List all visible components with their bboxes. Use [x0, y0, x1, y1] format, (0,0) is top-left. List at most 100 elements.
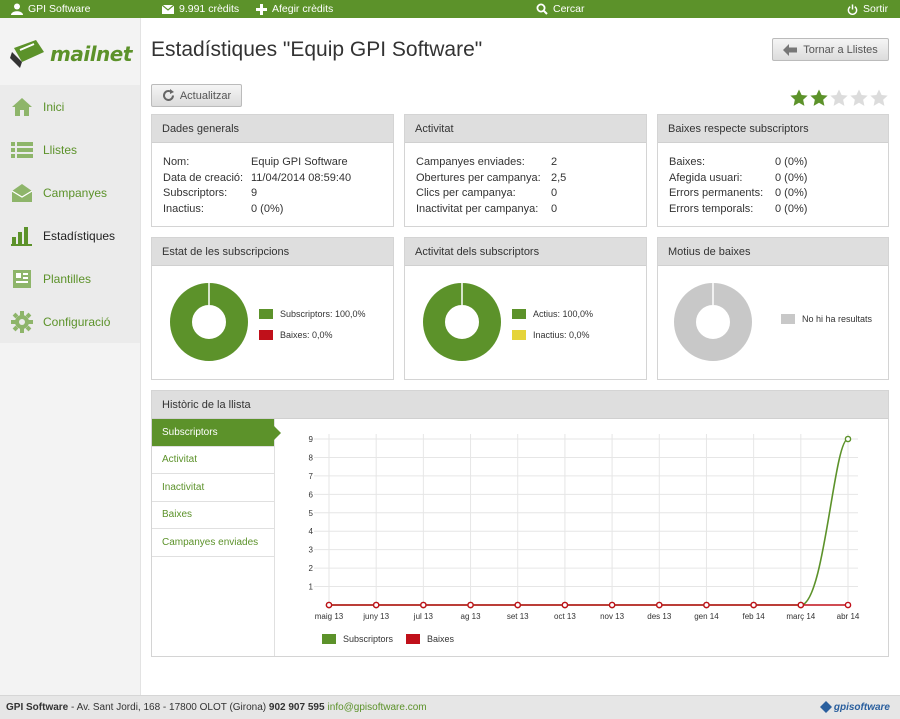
search-icon: [536, 3, 548, 15]
field-value: 0: [551, 187, 558, 200]
x-tick-label: juny 13: [362, 612, 389, 621]
data-point: [703, 601, 710, 609]
footer-address: - Av. Sant Jordi, 168 - 17800 OLOT (Giro…: [68, 702, 269, 713]
x-tick-label: jul 13: [413, 612, 434, 621]
field-value: 0 (0%): [251, 202, 284, 215]
star-filled-icon[interactable]: [790, 89, 808, 107]
footer-logo-text: gpisoftware: [833, 701, 890, 713]
legend-label: Baixes: [427, 634, 455, 644]
field-label: Campanyes enviades:: [416, 156, 525, 168]
brand-logo[interactable]: mailnet: [10, 34, 135, 74]
footer-email-link[interactable]: info@gpisoftware.com: [327, 702, 427, 713]
back-to-lists-button[interactable]: Tornar a Llistes: [772, 38, 889, 61]
history-tabs: Subscriptors Activitat Inactivitat Baixe…: [152, 419, 281, 656]
user-name: GPI Software: [28, 3, 91, 15]
legend-label: Subscriptors: [343, 634, 394, 644]
search-link[interactable]: Cercar: [536, 0, 585, 18]
field-value: 0 (0%): [775, 187, 808, 200]
data-point: [844, 435, 852, 443]
activity-panel: Activitat Campanyes enviades: 2 Obertures…: [404, 114, 647, 227]
x-tick-label: març 14: [786, 612, 815, 621]
y-tick-label: 7: [309, 472, 314, 481]
refresh-button[interactable]: Actualitzar: [151, 84, 242, 107]
gpisoftware-logo[interactable]: gpisoftware: [819, 701, 890, 713]
legend-item: Inactius: 0,0%: [512, 324, 593, 345]
legend-label: Baixes: 0,0%: [280, 329, 333, 340]
rating-stars[interactable]: [790, 89, 888, 107]
field-label: Baixes:: [669, 156, 706, 168]
legend-label: Subscriptors: 100,0%: [280, 308, 366, 319]
field-value: 0: [551, 202, 558, 215]
subscriber-activity-legend: Actius: 100,0% Inactius: 0,0%: [512, 303, 593, 345]
user-menu[interactable]: GPI Software: [11, 0, 90, 18]
gear-icon: [11, 310, 33, 333]
list-icon: [11, 139, 33, 161]
panel-title: Dades generals: [152, 115, 393, 143]
tab-baixes[interactable]: Baixes: [152, 501, 274, 529]
sidebar-item-plantilles[interactable]: Plantilles: [0, 257, 140, 300]
user-icon: [11, 3, 23, 15]
sidebar-item-label: Campanyes: [43, 185, 108, 200]
gpi-logo-icon: [819, 701, 832, 713]
template-icon: [11, 268, 33, 290]
y-tick-label: 1: [309, 583, 314, 592]
power-icon: [847, 3, 858, 15]
history-line-chart: 1 2 3 4 5 6 7 8 9 maig 13 juny 13 jul 13 ag 13 set 13…: [309, 434, 860, 644]
star-empty-icon[interactable]: [850, 89, 868, 107]
sidebar-item-label: Inici: [43, 99, 65, 114]
data-point: [325, 601, 333, 609]
y-tick-label: 9: [309, 435, 314, 444]
data-point: [844, 601, 852, 609]
top-bar: GPI Software 9.991 crèdits Afegir crèdit…: [0, 0, 900, 18]
x-tick-label: des 13: [647, 612, 672, 621]
x-tick-label: set 13: [507, 612, 529, 621]
logout-link[interactable]: Sortir: [847, 0, 888, 18]
x-tick-label: nov 13: [600, 612, 625, 621]
general-data-panel: Dades generals Nom: Equip GPI Software Da…: [151, 114, 394, 227]
page-title: Estadístiques "Equip GPI Software": [151, 38, 483, 61]
refresh-button-label: Actualitzar: [179, 89, 232, 102]
field-value: 2,5: [551, 171, 567, 184]
sidebar-item-llistes[interactable]: Llistes: [0, 128, 140, 171]
unsubscribe-reasons-panel: Motius de baixes No hi ha resultats: [657, 237, 889, 380]
y-tick-label: 8: [309, 453, 314, 462]
star-empty-icon[interactable]: [830, 89, 848, 107]
unsubscribes-list: Baixes: 0 (0%) Afegida usuari: 0 (0%) Erro…: [669, 155, 807, 217]
data-point: [655, 601, 663, 609]
panel-title: Històric de la llista: [152, 391, 888, 419]
main-nav: Inici Llistes Campanyes Estadístiques Pl…: [0, 85, 140, 343]
credits-count: 9.991 crèdits: [179, 3, 240, 15]
refresh-icon: [162, 89, 174, 101]
tab-campanyes-enviades[interactable]: Campanyes enviades: [152, 529, 274, 557]
legend-swatch: [259, 308, 273, 319]
sidebar-item-label: Configuració: [43, 314, 111, 329]
y-tick-label: 2: [309, 564, 314, 573]
envelope-icon: [11, 182, 33, 204]
sidebar-item-inici[interactable]: Inici: [0, 85, 140, 128]
sidebar-item-configuracio[interactable]: Configuració: [0, 300, 140, 343]
data-point: [467, 601, 474, 609]
subscriber-activity-panel: Activitat dels subscriptors Actius: 100,…: [404, 237, 647, 380]
sidebar-item-campanyes[interactable]: Campanyes: [0, 171, 140, 214]
field-value: 0 (0%): [775, 202, 808, 215]
legend-swatch: [406, 634, 420, 644]
add-credits-label: Afegir crèdits: [272, 3, 334, 15]
field-value: 2: [551, 156, 558, 168]
star-filled-icon[interactable]: [810, 89, 828, 107]
field-label: Data de creació:: [163, 171, 244, 184]
panel-title: Motius de baixes: [658, 238, 888, 266]
y-tick-label: 6: [309, 490, 314, 499]
star-empty-icon[interactable]: [870, 89, 888, 107]
tab-subscriptors[interactable]: Subscriptors: [152, 419, 281, 447]
tab-inactivitat[interactable]: Inactivitat: [152, 474, 274, 502]
panel-title: Activitat: [405, 115, 646, 143]
add-credits-link[interactable]: Afegir crèdits: [256, 0, 333, 18]
sidebar-item-estadistiques[interactable]: Estadístiques: [0, 214, 140, 257]
legend-item: Actius: 100,0%: [512, 303, 593, 324]
field-label: Clics per campanya:: [416, 187, 516, 200]
legend-swatch: [781, 313, 795, 324]
field-value: 0 (0%): [775, 171, 808, 184]
data-point: [750, 601, 757, 609]
data-point: [420, 601, 427, 609]
tab-activitat[interactable]: Activitat: [152, 446, 274, 474]
